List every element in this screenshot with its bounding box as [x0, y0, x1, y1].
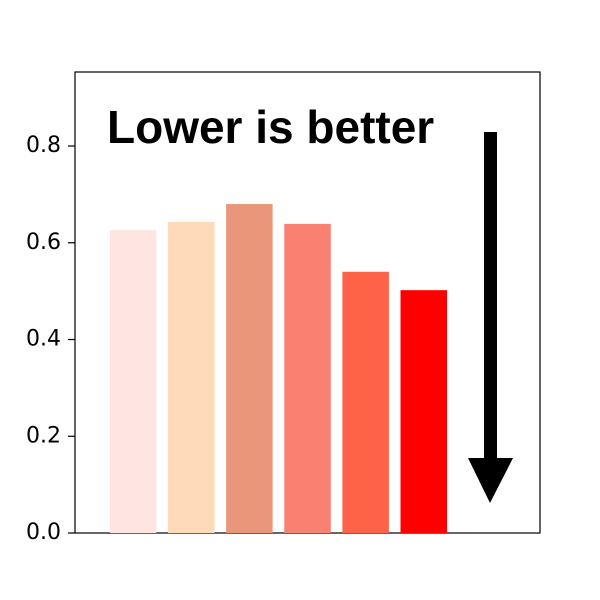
y-tick-label: 0.4 — [26, 327, 61, 352]
y-tick-label: 0.6 — [26, 230, 61, 255]
annotation: Lower is better — [107, 101, 434, 153]
y-tick-label: 0.0 — [26, 520, 61, 545]
y-tick-label: 0.8 — [26, 133, 61, 158]
bar — [226, 204, 273, 533]
arrow-head — [468, 458, 513, 503]
bar — [168, 221, 215, 534]
bar — [400, 290, 447, 533]
arrow-shaft — [484, 132, 497, 462]
y-tick-label: 0.2 — [26, 423, 61, 448]
bar — [284, 223, 331, 533]
bar — [109, 230, 157, 534]
bar — [342, 271, 389, 533]
